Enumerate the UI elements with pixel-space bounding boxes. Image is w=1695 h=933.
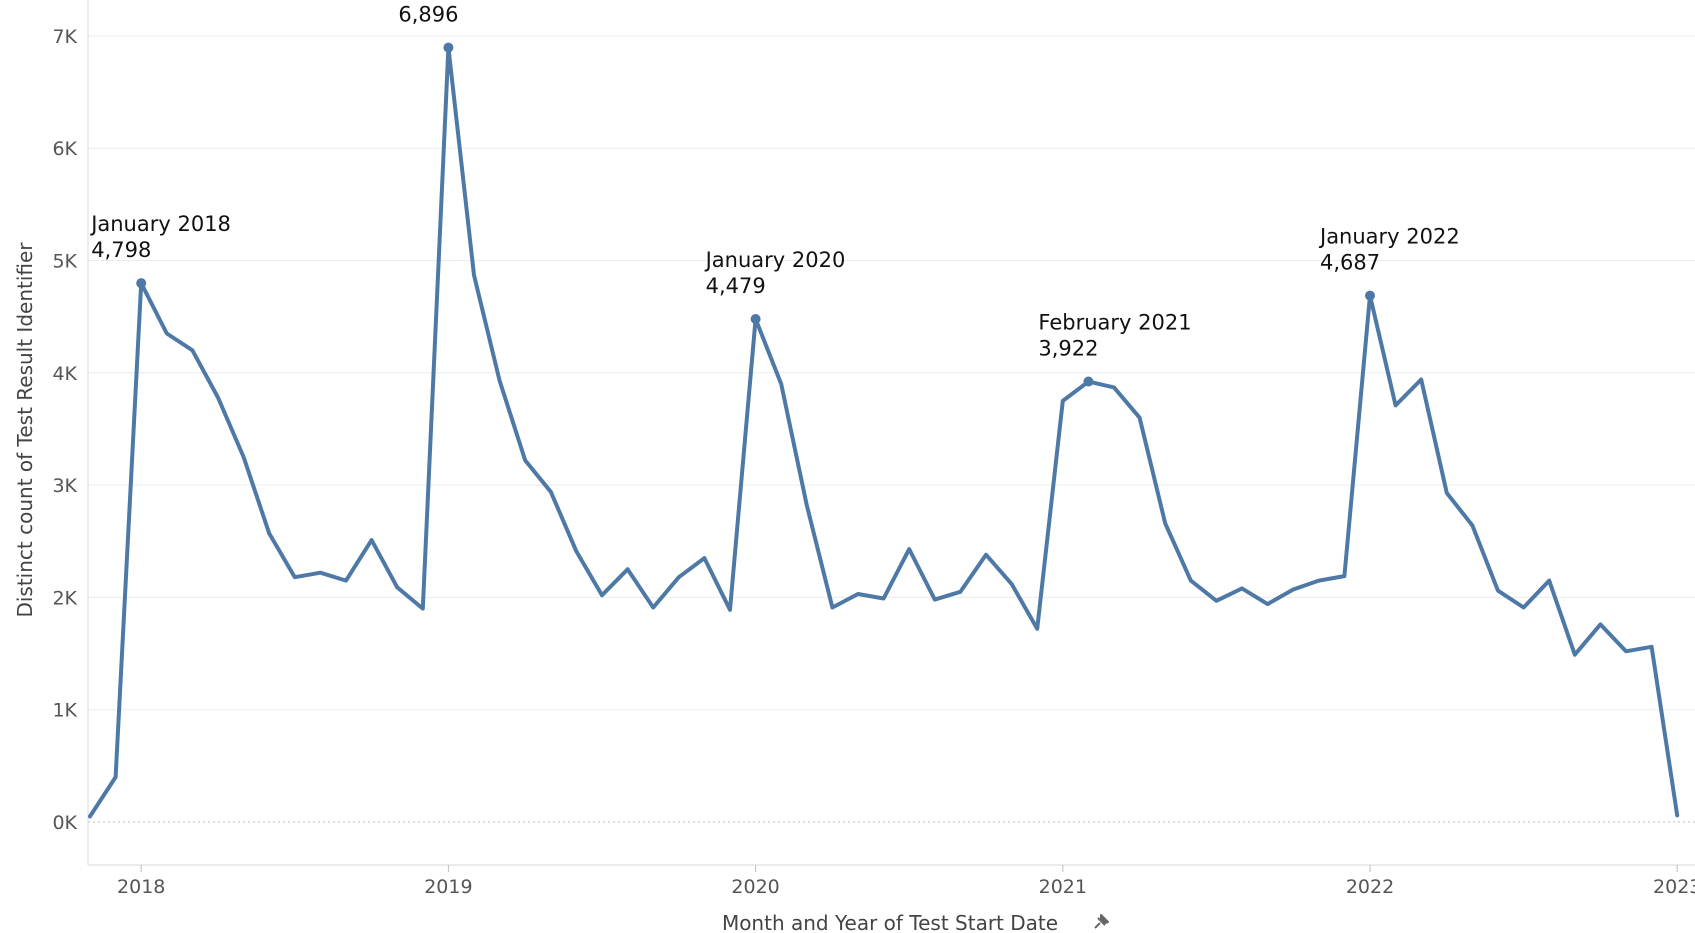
annotation-label: February 2021 bbox=[1038, 311, 1191, 335]
y-tick-label: 6K bbox=[52, 138, 77, 160]
x-tick-label: 2023 bbox=[1653, 876, 1695, 898]
annotation-markers bbox=[136, 42, 1375, 387]
annotation-label: January 2019 bbox=[396, 0, 538, 1]
gridlines bbox=[87, 0, 1695, 866]
y-tick-label: 2K bbox=[52, 587, 77, 609]
x-tick-label: 2019 bbox=[424, 876, 472, 898]
x-axis-title: Month and Year of Test Start Date bbox=[722, 911, 1058, 933]
annotation-value: 3,922 bbox=[1038, 337, 1098, 361]
y-tick-label: 7K bbox=[52, 26, 77, 48]
y-tick-label: 4K bbox=[52, 363, 77, 385]
x-axis-title-group: Month and Year of Test Start Date bbox=[722, 911, 1109, 933]
pin-icon[interactable] bbox=[1094, 914, 1109, 929]
x-tick-label: 2021 bbox=[1039, 876, 1087, 898]
annotation-marker bbox=[443, 42, 454, 53]
annotation-value: 4,687 bbox=[1320, 251, 1380, 275]
x-axis-ticks: 2018 2019 2020 2021 2022 2023 bbox=[117, 865, 1695, 898]
y-axis-ticks: 0K 1K 2K 3K 4K 5K 6K 7K bbox=[52, 26, 77, 834]
y-tick-label: 0K bbox=[52, 812, 77, 834]
x-tick-label: 2022 bbox=[1346, 876, 1394, 898]
annotation-marker bbox=[1365, 290, 1375, 301]
annotation-value: 6,896 bbox=[398, 3, 458, 27]
annotation-value: 4,479 bbox=[706, 274, 766, 298]
y-axis-title: Distinct count of Test Result Identifier bbox=[13, 242, 37, 618]
y-tick-label: 5K bbox=[52, 251, 77, 273]
annotation-label: January 2018 bbox=[89, 212, 231, 236]
y-tick-label: 1K bbox=[52, 700, 77, 722]
y-tick-label: 3K bbox=[52, 475, 77, 497]
annotation-label: January 2020 bbox=[704, 248, 846, 272]
x-tick-label: 2020 bbox=[731, 876, 779, 898]
annotation-value: 4,798 bbox=[91, 238, 151, 262]
annotation-marker bbox=[136, 278, 147, 289]
annotation-label: January 2022 bbox=[1318, 225, 1460, 249]
annotation-marker bbox=[750, 314, 761, 325]
series-line bbox=[88, 45, 1680, 819]
x-tick-label: 2018 bbox=[117, 876, 165, 898]
annotation-marker bbox=[1083, 376, 1094, 387]
